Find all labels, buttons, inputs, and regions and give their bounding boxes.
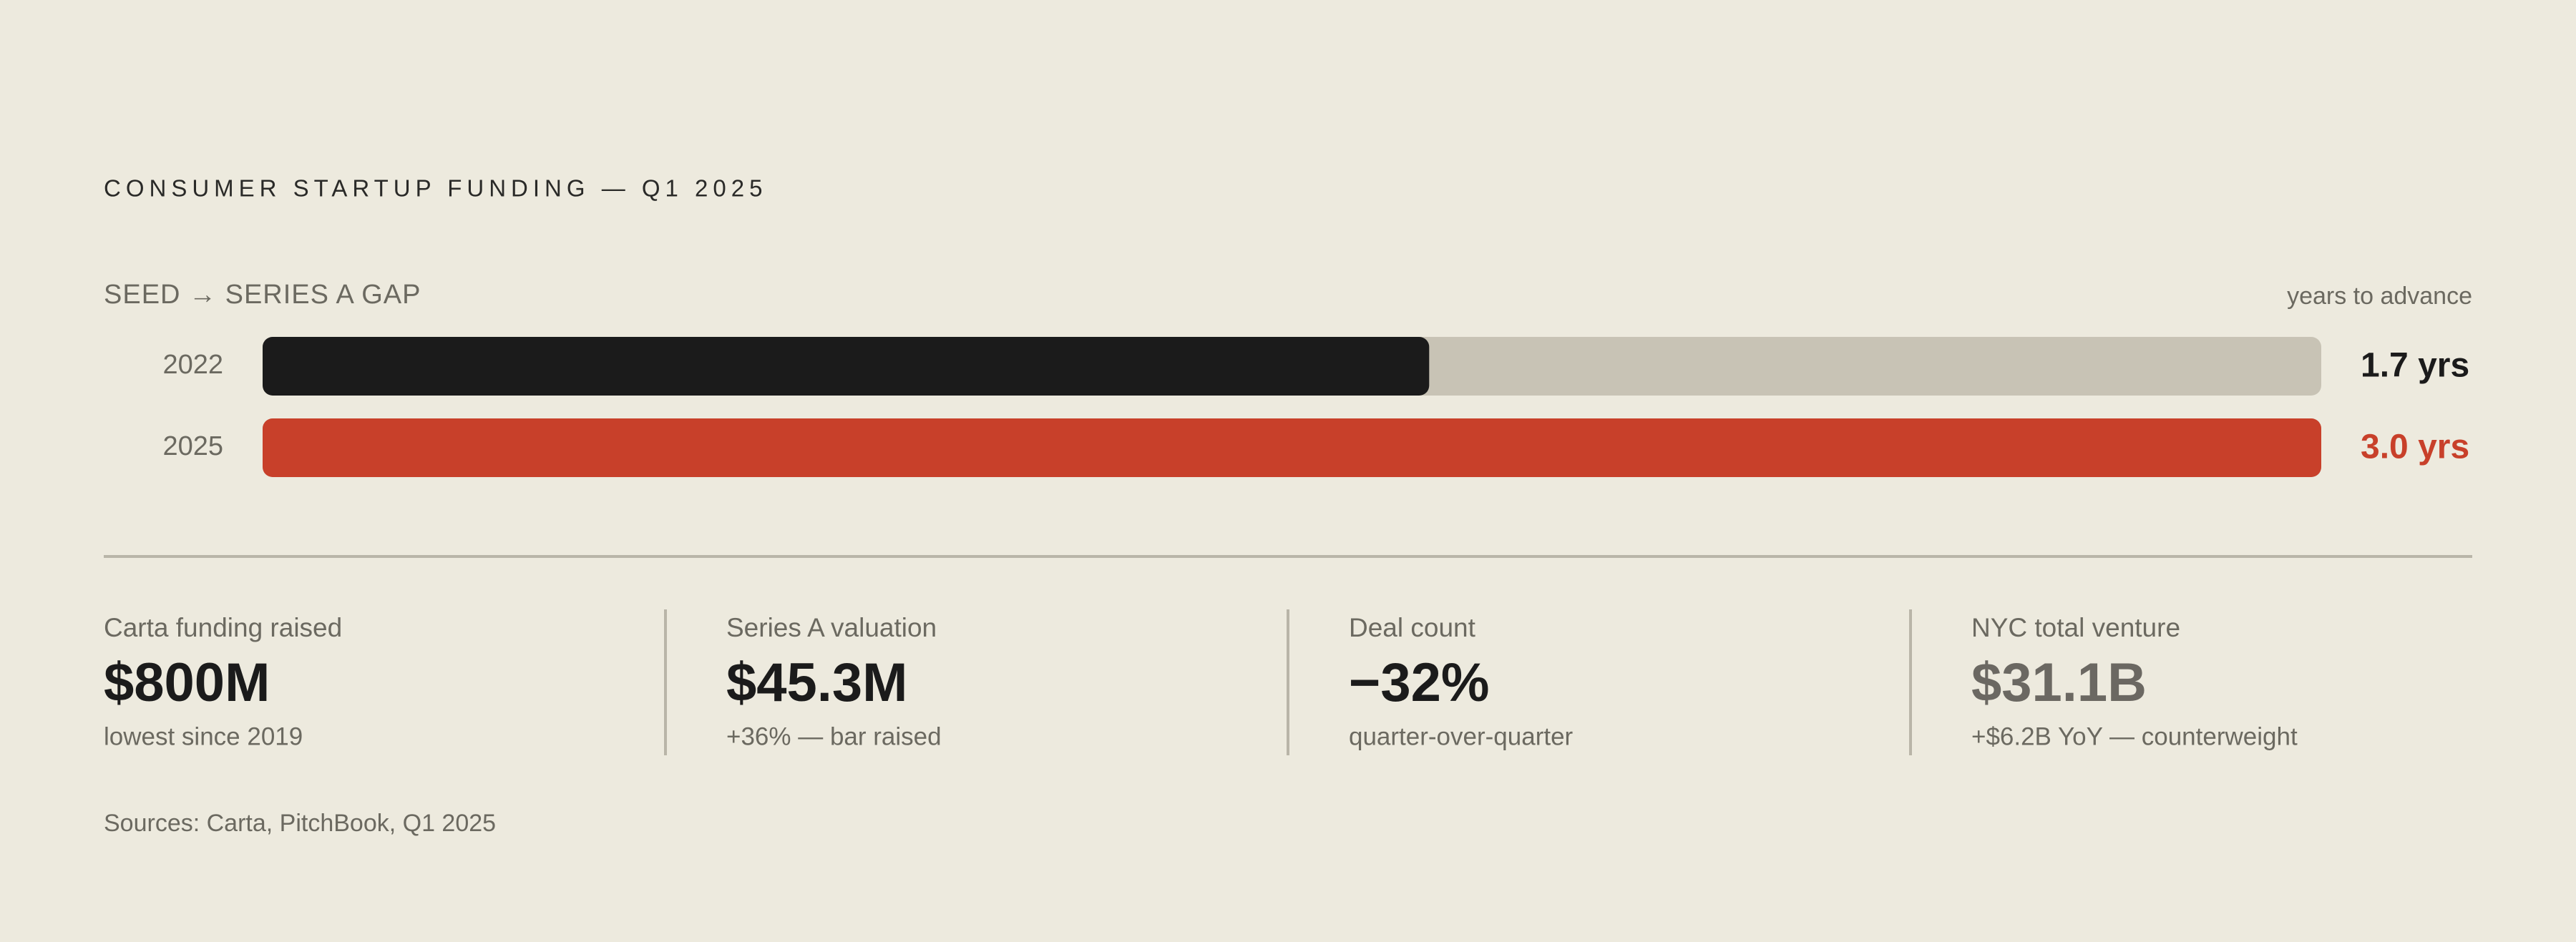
chart-title: SEED → SERIES A GAP: [104, 280, 421, 310]
page-title: CONSUMER STARTUP FUNDING — Q1 2025: [104, 175, 767, 202]
sources: Sources: Carta, PitchBook, Q1 2025: [104, 810, 496, 837]
stat-label: Series A valuation: [726, 613, 937, 642]
stat-note: +36% — bar raised: [726, 722, 942, 750]
bar: [263, 418, 2321, 477]
stat-value: $800M: [104, 652, 270, 713]
stat-value: $31.1B: [1971, 652, 2147, 713]
stat-note: lowest since 2019: [104, 722, 303, 750]
value-label: 3.0 yrs: [2361, 428, 2469, 466]
stat-note: quarter-over-quarter: [1349, 722, 1574, 750]
stat-label: Deal count: [1349, 613, 1476, 642]
stat-label: Carta funding raised: [104, 613, 342, 642]
category-label: 2025: [162, 431, 223, 461]
stat-value: −32%: [1349, 652, 1490, 713]
category-label: 2022: [162, 350, 223, 380]
stat-value: $45.3M: [726, 652, 908, 713]
axis-label: years to advance: [2287, 283, 2472, 310]
value-label: 1.7 yrs: [2361, 347, 2469, 385]
stat-note: +$6.2B YoY — counterweight: [1971, 722, 2298, 750]
stat-label: NYC total venture: [1971, 613, 2180, 642]
bar: [263, 337, 1430, 396]
